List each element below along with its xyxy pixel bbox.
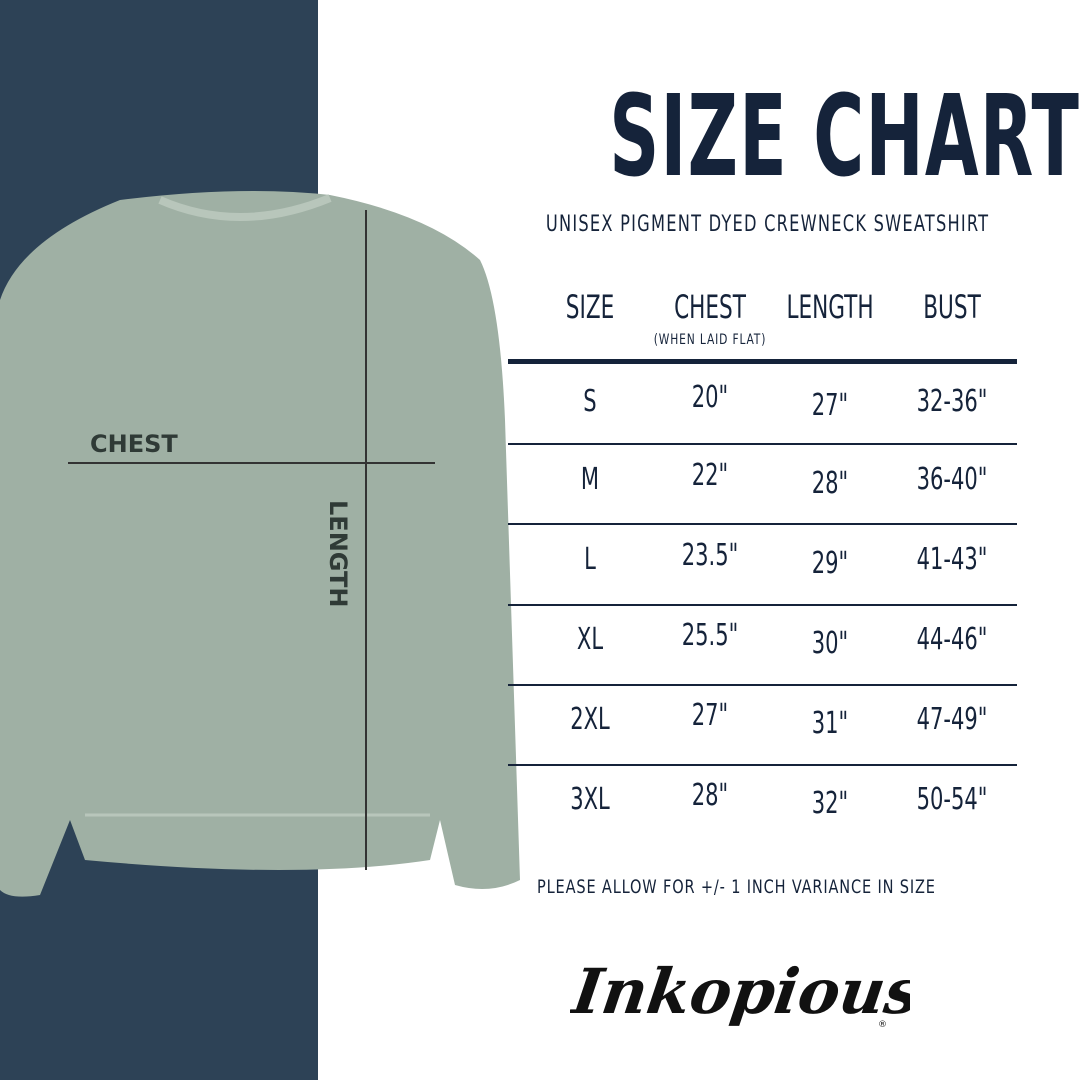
table-cell-length: 31" <box>811 706 849 741</box>
sweatshirt-image <box>0 191 520 897</box>
header-divider <box>508 359 1017 364</box>
table-cell-size: 3XL <box>570 782 610 817</box>
table-cell-size: M <box>580 462 600 497</box>
table-cell-bust: 36-40" <box>916 462 988 497</box>
header-chest: CHEST <box>674 288 746 326</box>
table-cell-size: L <box>584 542 596 577</box>
svg-text:Inkopious: Inkopious <box>570 955 910 1028</box>
variance-note: PLEASE ALLOW FOR +/- 1 INCH VARIANCE IN … <box>537 876 936 898</box>
table-cell-chest: 22" <box>691 458 729 493</box>
inkopious-logo: Inkopious ® <box>570 955 910 1030</box>
table-cell-bust: 44-46" <box>916 622 988 657</box>
chest-label: CHEST <box>90 430 178 458</box>
table-cell-size: XL <box>576 622 604 657</box>
table-cell-length: 32" <box>811 786 849 821</box>
table-cell-chest: 25.5" <box>681 618 739 653</box>
row-divider <box>508 603 1017 606</box>
svg-text:®: ® <box>878 1020 887 1030</box>
table-cell-bust: 50-54" <box>916 782 988 817</box>
header-length: LENGTH <box>786 288 874 326</box>
header-bust: BUST <box>923 288 981 326</box>
table-cell-chest: 28" <box>691 778 729 813</box>
table-cell-chest: 27" <box>691 698 729 733</box>
table-cell-length: 30" <box>811 626 849 661</box>
table-cell-length: 28" <box>811 466 849 501</box>
chest-note: (WHEN LAID FLAT) <box>653 332 767 348</box>
table-cell-bust: 32-36" <box>916 384 988 419</box>
table-cell-size: S <box>583 384 597 419</box>
page-title: SIZE CHART <box>609 72 1080 202</box>
row-divider <box>508 523 1017 526</box>
header-size: SIZE <box>565 288 615 326</box>
table-cell-chest: 23.5" <box>681 538 739 573</box>
table-cell-chest: 20" <box>691 380 729 415</box>
subtitle: UNISEX PIGMENT DYED CREWNECK SWEATSHIRT <box>545 212 990 237</box>
table-cell-bust: 47-49" <box>916 702 988 737</box>
table-cell-length: 27" <box>811 388 849 423</box>
table-cell-bust: 41-43" <box>916 542 988 577</box>
row-divider <box>508 683 1017 686</box>
length-label: LENGTH <box>324 500 352 608</box>
row-divider <box>508 443 1017 445</box>
table-cell-length: 29" <box>811 546 849 581</box>
row-divider <box>508 764 1017 767</box>
table-cell-size: 2XL <box>570 702 610 737</box>
